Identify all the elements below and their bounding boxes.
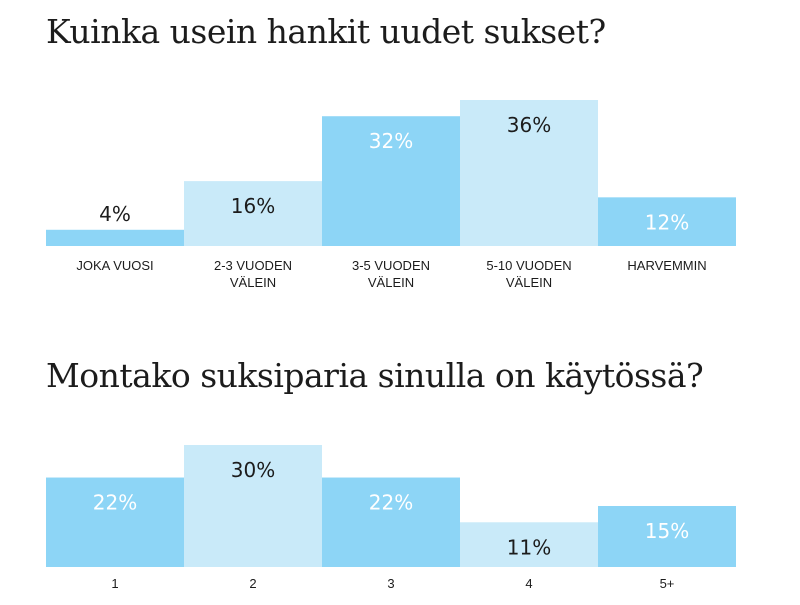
bar-2-3 xyxy=(322,477,460,567)
chart-title-2: Montako suksiparia sinulla on käytössä? xyxy=(46,356,704,395)
value-label-1-2: 16% xyxy=(231,194,275,218)
value-label-2-2: 30% xyxy=(231,458,275,482)
category-label-1-4: 5-10 VUODEN VÄLEIN xyxy=(486,258,571,290)
bar-1-4 xyxy=(460,100,598,246)
bar-2-4 xyxy=(460,522,598,567)
category-label-1-3: 3-5 VUODEN VÄLEIN xyxy=(352,258,430,290)
value-label-2-1: 22% xyxy=(93,491,137,515)
bar-2-1 xyxy=(46,477,184,567)
value-label-1-3: 32% xyxy=(369,129,413,153)
category-label-2-3: 3 xyxy=(387,576,394,591)
value-label-2-4: 11% xyxy=(507,535,551,559)
category-label-2-5: 5+ xyxy=(660,576,675,591)
value-label-1-1: 4% xyxy=(99,202,131,226)
bar-1-3 xyxy=(322,116,460,246)
bar-1-2 xyxy=(184,181,322,246)
category-label-1-2: 2-3 VUODEN VÄLEIN xyxy=(214,258,292,290)
value-label-2-3: 22% xyxy=(369,491,413,515)
category-label-1-1: JOKA VUOSI xyxy=(76,258,153,273)
chart-title-1: Kuinka usein hankit uudet sukset? xyxy=(46,12,606,51)
category-label-2-2: 2 xyxy=(249,576,256,591)
bar-2-2 xyxy=(184,445,322,567)
category-label-1-5: HARVEMMIN xyxy=(627,258,706,273)
category-label-2-4: 4 xyxy=(525,576,532,591)
bar-2-5 xyxy=(598,506,736,567)
value-label-1-5: 12% xyxy=(645,210,689,234)
bar-1-5 xyxy=(598,197,736,246)
bar-1-1 xyxy=(46,229,184,246)
value-label-2-5: 15% xyxy=(645,519,689,543)
category-label-2-1: 1 xyxy=(111,576,118,591)
value-label-1-4: 36% xyxy=(507,113,551,137)
